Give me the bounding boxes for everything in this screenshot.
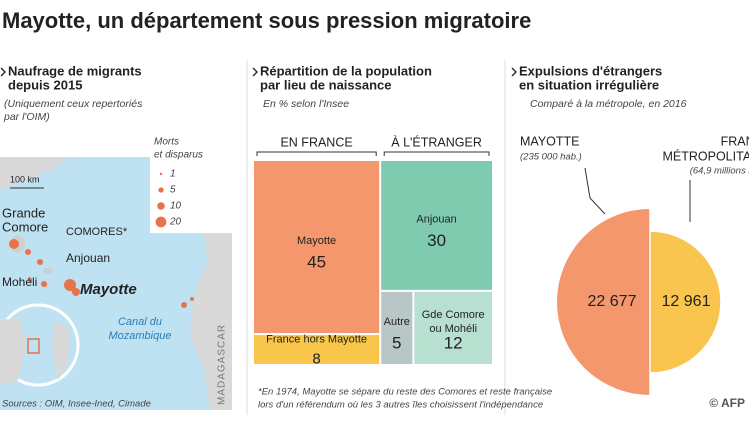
subtitle: En % selon l'Insee [263,98,349,110]
heading-marker [511,67,518,77]
legend-title: Morts [154,137,179,148]
inset-frame [27,338,40,354]
item-name: MÉTROPOLITAINE [662,148,749,163]
item-note: (64,9 millions hab.) [690,166,749,177]
half-disc [650,231,721,373]
heading-marker [252,67,259,77]
heading: Répartition de la population [260,63,432,78]
inset-land [0,318,26,385]
map-label: Canal du [118,316,162,328]
legend-label: 20 [169,217,182,228]
cell-label: Mayotte [297,235,336,247]
map-label: COMORES* [66,226,128,238]
source: Sources : OIM, Insee-Ined, Cimade [2,399,151,410]
cell-value: 30 [427,231,446,250]
scale-label: 100 km [10,174,40,184]
value-label: 12 961 [662,293,711,310]
legend-title: et disparus [154,150,203,161]
legend-dot [155,216,167,228]
treemap-cell [254,335,380,364]
legend-dot [158,187,164,193]
callout [584,167,606,215]
treemap-cell [381,291,413,364]
map [0,133,232,410]
value-label: 22 677 [588,293,637,310]
footnote: *En 1974, Mayotte se sépare du reste des… [258,387,552,398]
group-bracket [256,151,377,156]
legend-dot [157,202,165,210]
cell-label: ou Mohéli [429,323,477,335]
legend-box [150,133,232,233]
legend-label: 5 [170,185,176,196]
map-label: Anjouan [66,251,110,265]
cell-label: Anjouan [416,213,456,225]
heading: Naufrage de migrants [8,63,142,78]
land [0,157,70,190]
shipwrecks [9,239,194,308]
map-label: Grande [2,205,45,220]
treemap-cell [414,291,492,364]
map-label: Mohéli [2,275,37,289]
map-label: Mayotte [80,281,137,298]
map-label: Mozambique [109,330,172,342]
cell-value: 8 [312,350,320,367]
legend-dot [159,172,163,176]
heading: par lieu de naissance [260,77,392,92]
legend-label: 10 [170,201,182,212]
item-note: (235 000 hab.) [520,152,582,163]
cell-value: 45 [307,253,326,272]
item-name: FRANCE [721,134,749,148]
heading: depuis 2015 [8,77,82,92]
heading: en situation irrégulière [519,77,659,92]
credit: © AFP [709,396,745,410]
group-bracket [383,151,490,156]
cell-value: 5 [392,333,401,352]
legend-label: 1 [170,169,176,180]
map-label: MADAGASCAR [217,324,228,405]
group-label: EN FRANCE [280,135,352,149]
cell-label: France hors Mayotte [266,333,367,345]
note: (Uniquement ceux repertoriés [4,98,143,110]
cell-label: Autre [384,316,410,328]
heading-marker [0,67,7,77]
treemap-cell [254,161,380,334]
item-name: MAYOTTE [520,134,580,148]
cell-value: 12 [444,333,463,352]
inset-land [52,320,70,380]
subtitle: Comparé à la métropole, en 2016 [530,98,687,110]
treemap-cell [381,161,492,290]
title: Mayotte, un département sous pression mi… [2,8,531,33]
half-disc [557,209,650,395]
map-label: Comore [2,219,48,234]
cell-label: Gde Comore [422,309,485,321]
group-label: À L'ÉTRANGER [391,134,482,149]
note: par l'OIM) [3,111,50,123]
island [43,268,53,274]
heading: Expulsions d'étrangers [519,63,662,78]
footnote: lors d'un référendum où les 3 autres île… [258,400,543,411]
